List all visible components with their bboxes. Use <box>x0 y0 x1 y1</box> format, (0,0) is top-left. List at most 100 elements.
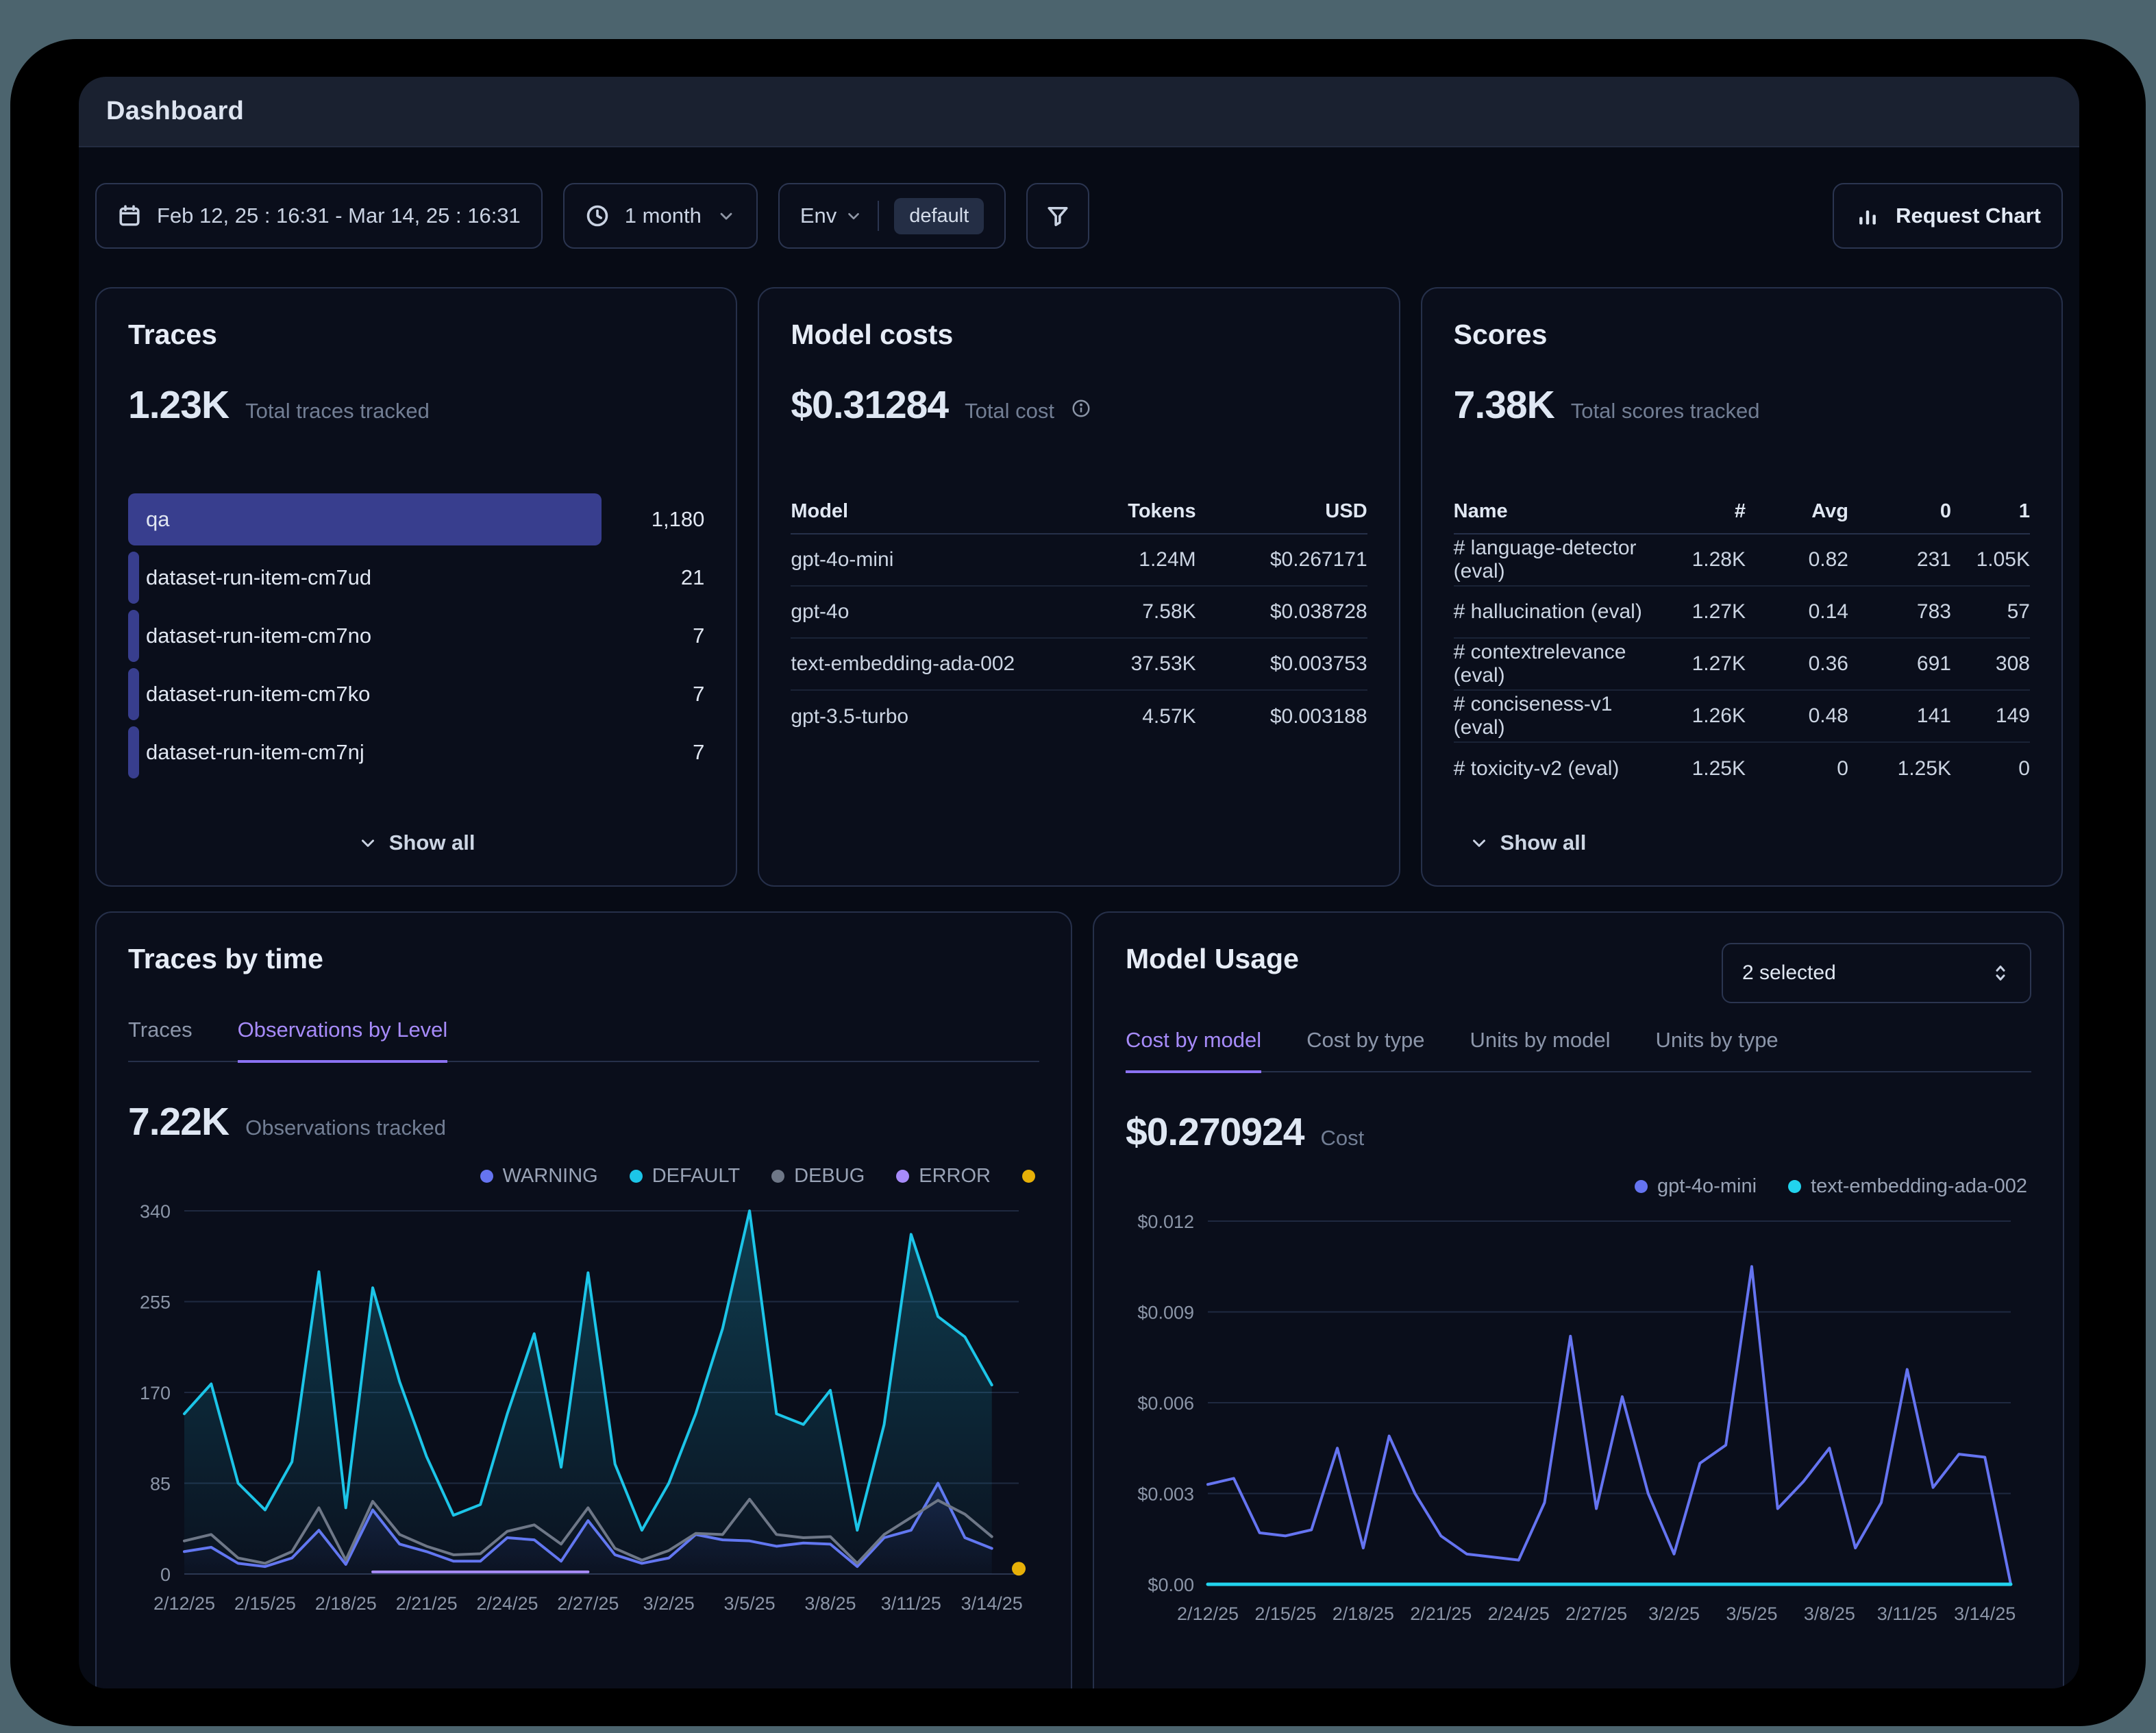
svg-text:2/24/25: 2/24/25 <box>1488 1603 1550 1624</box>
card-title: Traces <box>128 319 217 350</box>
model-usage-header: Model Usage 2 selected <box>1126 943 2031 1003</box>
trace-name: qa <box>146 507 170 531</box>
request-chart-button[interactable]: Request Chart <box>1833 183 2063 249</box>
legend-dot-icon <box>480 1170 493 1183</box>
table-row[interactable]: # contextrelevance (eval) 1.27K 0.36 691… <box>1453 639 2030 691</box>
info-icon[interactable] <box>1071 398 1091 419</box>
chart-legend: gpt-4o-mini text-embedding-ada-002 <box>1126 1175 2027 1198</box>
card-title: Model Usage <box>1126 943 1299 974</box>
col-usd: USD <box>1325 500 1367 522</box>
list-item[interactable]: dataset-run-item-cm7no 7 <box>128 610 704 662</box>
traces-by-time-card: Traces by time Traces Observations by Le… <box>95 911 1072 1688</box>
table-header: Model Tokens USD <box>791 489 1367 534</box>
table-row[interactable]: gpt-4o-mini 1.24M $0.267171 <box>791 534 1367 587</box>
svg-text:2/12/25: 2/12/25 <box>1177 1603 1239 1624</box>
card-title: Scores <box>1453 319 1548 350</box>
request-chart-label: Request Chart <box>1896 204 2041 228</box>
tab-observations-by-level[interactable]: Observations by Level <box>237 1018 448 1063</box>
list-item[interactable]: dataset-run-item-cm7ko 7 <box>128 668 704 720</box>
chevron-down-icon <box>848 212 860 220</box>
show-all-button[interactable]: Show all <box>1469 831 2030 855</box>
show-all-label: Show all <box>388 831 475 855</box>
date-range-picker[interactable]: Feb 12, 25 : 16:31 - Mar 14, 25 : 16:31 <box>95 183 543 249</box>
bar-chart-icon <box>1859 210 1876 225</box>
model-usage-chart[interactable]: $0.00 $0.003 $0.006 $0.009 $0.012 2/12/25 2/15… <box>1126 1207 2031 1632</box>
traces-by-time-tabs: Traces Observations by Level <box>128 1018 1039 1063</box>
trace-name: dataset-run-item-cm7no <box>146 624 372 648</box>
cell-tokens: 37.53K <box>1130 652 1196 675</box>
table-row[interactable]: gpt-3.5-turbo 4.57K $0.003188 <box>791 691 1367 743</box>
svg-text:2/18/25: 2/18/25 <box>315 1593 377 1614</box>
list-item[interactable]: dataset-run-item-cm7nj 7 <box>128 726 704 778</box>
cell-name: # language-detector (eval) <box>1453 537 1637 582</box>
table-row[interactable]: gpt-4o 7.58K $0.038728 <box>791 587 1367 639</box>
legend-label: WARNING <box>502 1165 598 1187</box>
interval-value: 1 month <box>624 204 702 228</box>
col-avg: Avg <box>1811 500 1848 522</box>
svg-text:0: 0 <box>160 1564 171 1585</box>
stat-label: Total traces tracked <box>245 399 430 423</box>
scores-table: Name # Avg 0 1 # language-detector (eval… <box>1453 489 2030 795</box>
tab-units-by-type[interactable]: Units by type <box>1655 1028 1779 1052</box>
legend-dot-icon <box>1022 1170 1035 1183</box>
model-costs-card: Model costs $0.31284 Total cost Model To… <box>758 287 1400 887</box>
svg-text:$0.00: $0.00 <box>1148 1575 1194 1595</box>
model-select[interactable]: 2 selected <box>1722 943 2031 1003</box>
legend-item[interactable]: text-embedding-ada-002 <box>1788 1175 2027 1198</box>
cell-name: # toxicity-v2 (eval) <box>1453 757 1620 780</box>
list-item[interactable]: qa 1,180 <box>128 493 704 545</box>
legend-item[interactable]: DEBUG <box>771 1165 865 1188</box>
legend-item[interactable]: WARNING <box>480 1165 598 1188</box>
trace-bar <box>128 552 139 604</box>
tab-units-by-model[interactable]: Units by model <box>1470 1028 1611 1052</box>
card-title: Model costs <box>791 319 954 350</box>
table-row[interactable]: # conciseness-v1 (eval) 1.26K 0.48 141 1… <box>1453 691 2030 743</box>
trace-bar <box>128 726 139 778</box>
stat-value: 1.23K <box>128 383 230 427</box>
table-row[interactable]: # language-detector (eval) 1.28K 0.82 23… <box>1453 534 2030 587</box>
svg-text:170: 170 <box>140 1383 171 1403</box>
model-usage-tabs: Cost by model Cost by type Units by mode… <box>1126 1028 2031 1073</box>
legend-label: gpt-4o-mini <box>1657 1175 1757 1197</box>
col-tokens: Tokens <box>1128 500 1196 522</box>
table-row[interactable]: # toxicity-v2 (eval) 1.25K 0 1.25K 0 <box>1453 757 2030 780</box>
table-row[interactable]: # hallucination (eval) 1.27K 0.14 783 57 <box>1453 587 2030 639</box>
legend-dot-icon <box>896 1170 910 1183</box>
tab-cost-by-model[interactable]: Cost by model <box>1126 1028 1262 1073</box>
svg-text:255: 255 <box>140 1292 171 1313</box>
page-title: Dashboard <box>106 97 245 125</box>
model-select-value: 2 selected <box>1742 961 1836 984</box>
tab-cost-by-type[interactable]: Cost by type <box>1306 1028 1425 1052</box>
table-header: Name # Avg 0 1 <box>1453 489 2030 534</box>
legend-item[interactable] <box>1022 1170 1035 1183</box>
show-all-button[interactable]: Show all <box>128 831 704 855</box>
cell-model: text-embedding-ada-002 <box>791 652 1015 675</box>
legend-item[interactable]: ERROR <box>896 1165 991 1188</box>
legend-item[interactable]: DEFAULT <box>629 1165 740 1188</box>
col-one: 1 <box>2018 500 2030 522</box>
tab-traces[interactable]: Traces <box>128 1018 193 1042</box>
model-costs-table: Model Tokens USD gpt-4o-mini 1.24M $0.26… <box>791 489 1367 743</box>
chevron-down-icon <box>720 212 732 220</box>
svg-text:3/14/25: 3/14/25 <box>1954 1603 2016 1624</box>
stat-label: Cost <box>1320 1126 1365 1150</box>
interval-select[interactable]: 1 month <box>562 183 758 249</box>
cell-usd: $0.003188 <box>1269 705 1367 728</box>
table-row[interactable]: text-embedding-ada-002 37.53K $0.003753 <box>791 639 1367 691</box>
filter-button[interactable] <box>1026 183 1090 249</box>
cell-name: # conciseness-v1 (eval) <box>1453 693 1613 739</box>
legend-dot-icon <box>771 1170 785 1183</box>
col-model: Model <box>791 500 849 522</box>
env-filter[interactable]: Env default <box>778 183 1006 249</box>
legend-item[interactable]: gpt-4o-mini <box>1634 1175 1757 1198</box>
observations-by-level-chart[interactable]: 0 85 170 255 340 2/12/25 2/15/25 2/18/25 2/21/25… <box>128 1197 1039 1622</box>
list-item[interactable]: dataset-run-item-cm7ud 21 <box>128 552 704 604</box>
svg-text:$0.006: $0.006 <box>1137 1393 1194 1414</box>
cell-tokens: 7.58K <box>1142 600 1196 623</box>
legend-dot-icon <box>629 1170 643 1183</box>
funnel-icon <box>1048 206 1068 226</box>
scores-card: Scores 7.38K Total scores tracked Name #… <box>1420 287 2063 887</box>
dashboard-app: Dashboard Feb 12, 25 : 16:31 - Mar 14, 2… <box>79 77 2079 1688</box>
cell-model: gpt-4o-mini <box>791 548 894 571</box>
svg-text:2/18/25: 2/18/25 <box>1333 1603 1394 1624</box>
